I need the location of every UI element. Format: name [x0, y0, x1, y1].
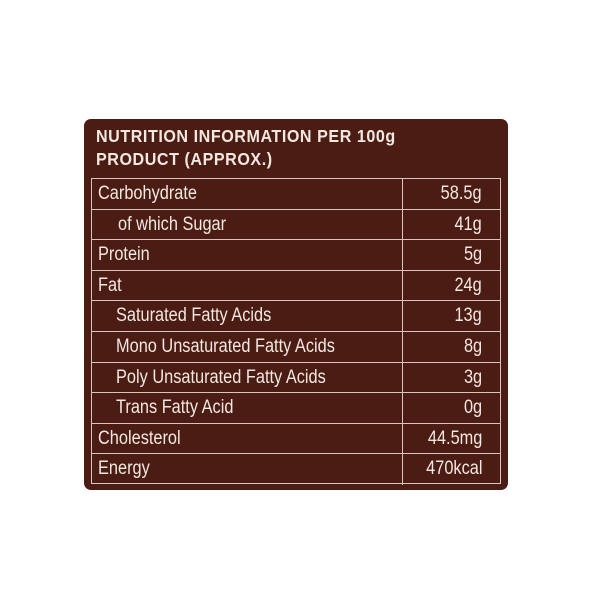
table-row-fat: Fat 24g: [92, 270, 500, 302]
heading-line-1: NUTRITION INFORMATION PER 100g: [96, 126, 396, 146]
nutrient-name: Poly Unsaturated Fatty Acids: [92, 362, 403, 393]
table-row-cholesterol: Cholesterol 44.5mg: [92, 423, 500, 455]
table-row-poly-unsaturated-fat: Poly Unsaturated Fatty Acids 3g: [92, 362, 500, 394]
nutrient-value: 5g: [463, 244, 482, 266]
nutrition-table: Carbohydrate 58.5g of which Sugar 41g Pr…: [91, 178, 501, 485]
nutrient-name: Carbohydrate: [92, 179, 403, 209]
nutrient-name: Protein: [92, 240, 403, 270]
nutrient-value: 41g: [454, 213, 482, 235]
nutrient-value: 44.5mg: [427, 427, 482, 449]
table-row-energy: Energy 470kcal: [92, 454, 500, 485]
table-row-mono-unsaturated-fat: Mono Unsaturated Fatty Acids 8g: [92, 331, 500, 363]
nutrient-value: 13g: [454, 305, 482, 327]
nutrition-heading: NUTRITION INFORMATION PER 100g PRODUCT (…: [96, 125, 475, 171]
table-row-saturated-fat: Saturated Fatty Acids 13g: [92, 301, 500, 332]
table-row-protein: Protein 5g: [92, 240, 500, 271]
nutrient-name: of which Sugar: [92, 209, 403, 240]
nutrient-value: 58.5g: [441, 183, 482, 204]
heading-line-2: PRODUCT (APPROX.): [96, 149, 273, 169]
nutrient-value: 24g: [454, 274, 482, 296]
table-row-sugar: of which Sugar 41g: [92, 209, 500, 241]
nutrient-name: Fat: [92, 270, 403, 301]
nutrient-value: 0g: [463, 397, 482, 419]
nutrient-value: 8g: [463, 335, 482, 357]
nutrition-label: NUTRITION INFORMATION PER 100g PRODUCT (…: [84, 119, 508, 490]
nutrient-value: 470kcal: [425, 458, 482, 480]
nutrient-name: Cholesterol: [92, 423, 403, 454]
table-row-carbohydrate: Carbohydrate 58.5g: [92, 179, 500, 210]
nutrient-name: Energy: [92, 454, 403, 485]
nutrient-value: 3g: [463, 366, 482, 388]
nutrient-name: Mono Unsaturated Fatty Acids: [92, 331, 403, 362]
nutrient-name: Trans Fatty Acid: [92, 393, 403, 423]
nutrient-name: Saturated Fatty Acids: [92, 301, 403, 331]
table-row-trans-fat: Trans Fatty Acid 0g: [92, 393, 500, 424]
